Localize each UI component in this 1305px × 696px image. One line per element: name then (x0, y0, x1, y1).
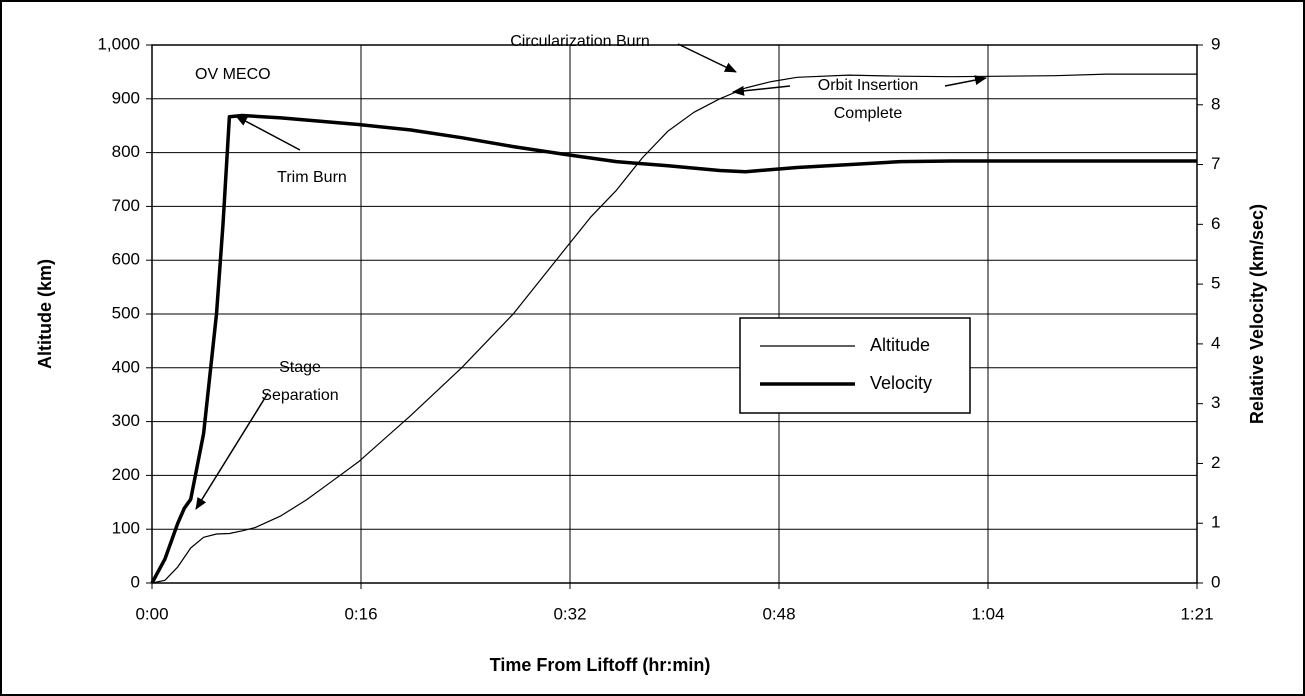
legend-label: Altitude (870, 335, 930, 355)
series-line (151, 73, 1197, 584)
y-tick-label: 900 (112, 88, 140, 107)
y2-tick-label: 7 (1211, 154, 1220, 173)
y-tick-label: 800 (112, 142, 140, 161)
y2-tick-label: 8 (1211, 94, 1220, 113)
annotation: Orbit Insertion (818, 77, 918, 94)
y-tick-label: 600 (112, 250, 140, 269)
y-tick-label: 400 (112, 357, 140, 376)
annotation: OV MECO (195, 66, 271, 83)
annotation: Trim Burn (277, 169, 347, 186)
arrow (732, 85, 791, 96)
y2-tick-label: 1 (1211, 513, 1220, 532)
y-tick-label: 0 (131, 572, 140, 591)
x-tick-label: 0:48 (762, 604, 795, 623)
y2-tick-label: 5 (1211, 274, 1220, 293)
x-axis-title: Time From Liftoff (hr:min) (490, 655, 711, 675)
y2-axis-title: Relative Velocity (km/sec) (1247, 204, 1267, 424)
arrow (944, 75, 987, 87)
arrow (235, 115, 301, 151)
annotation: Complete (834, 105, 903, 122)
arrow (677, 43, 737, 73)
x-tick-label: 0:32 (553, 604, 586, 623)
plot-area (151, 44, 1198, 584)
y-tick-label: 1,000 (97, 34, 140, 53)
legend-box (739, 317, 971, 414)
legend-label: Velocity (870, 373, 932, 393)
x-tick-label: 1:04 (971, 604, 1004, 623)
y-tick-label: 300 (112, 411, 140, 430)
y2-tick-label: 0 (1211, 572, 1220, 591)
y2-tick-label: 3 (1211, 393, 1220, 412)
x-tick-label: 0:00 (135, 604, 168, 623)
x-tick-label: 0:16 (344, 604, 377, 623)
annotation-arrows (195, 43, 987, 510)
y2-tick-label: 2 (1211, 453, 1220, 472)
y-tick-label: 200 (112, 465, 140, 484)
series-line (150, 113, 1197, 584)
y-tick-label: 500 (112, 303, 140, 322)
annotation: Separation (261, 387, 338, 404)
y-tick-label: 100 (112, 519, 140, 538)
y2-tick-label: 6 (1211, 214, 1220, 233)
annotation: Stage (279, 359, 321, 376)
y-tick-label: 700 (112, 196, 140, 215)
annotation: Circularization Burn (510, 33, 650, 50)
y2-tick-label: 4 (1211, 333, 1220, 352)
arrow (195, 392, 269, 510)
x-tick-label: 1:21 (1180, 604, 1213, 623)
y2-tick-label: 9 (1211, 34, 1220, 53)
y-axis-title: Altitude (km) (35, 259, 55, 369)
